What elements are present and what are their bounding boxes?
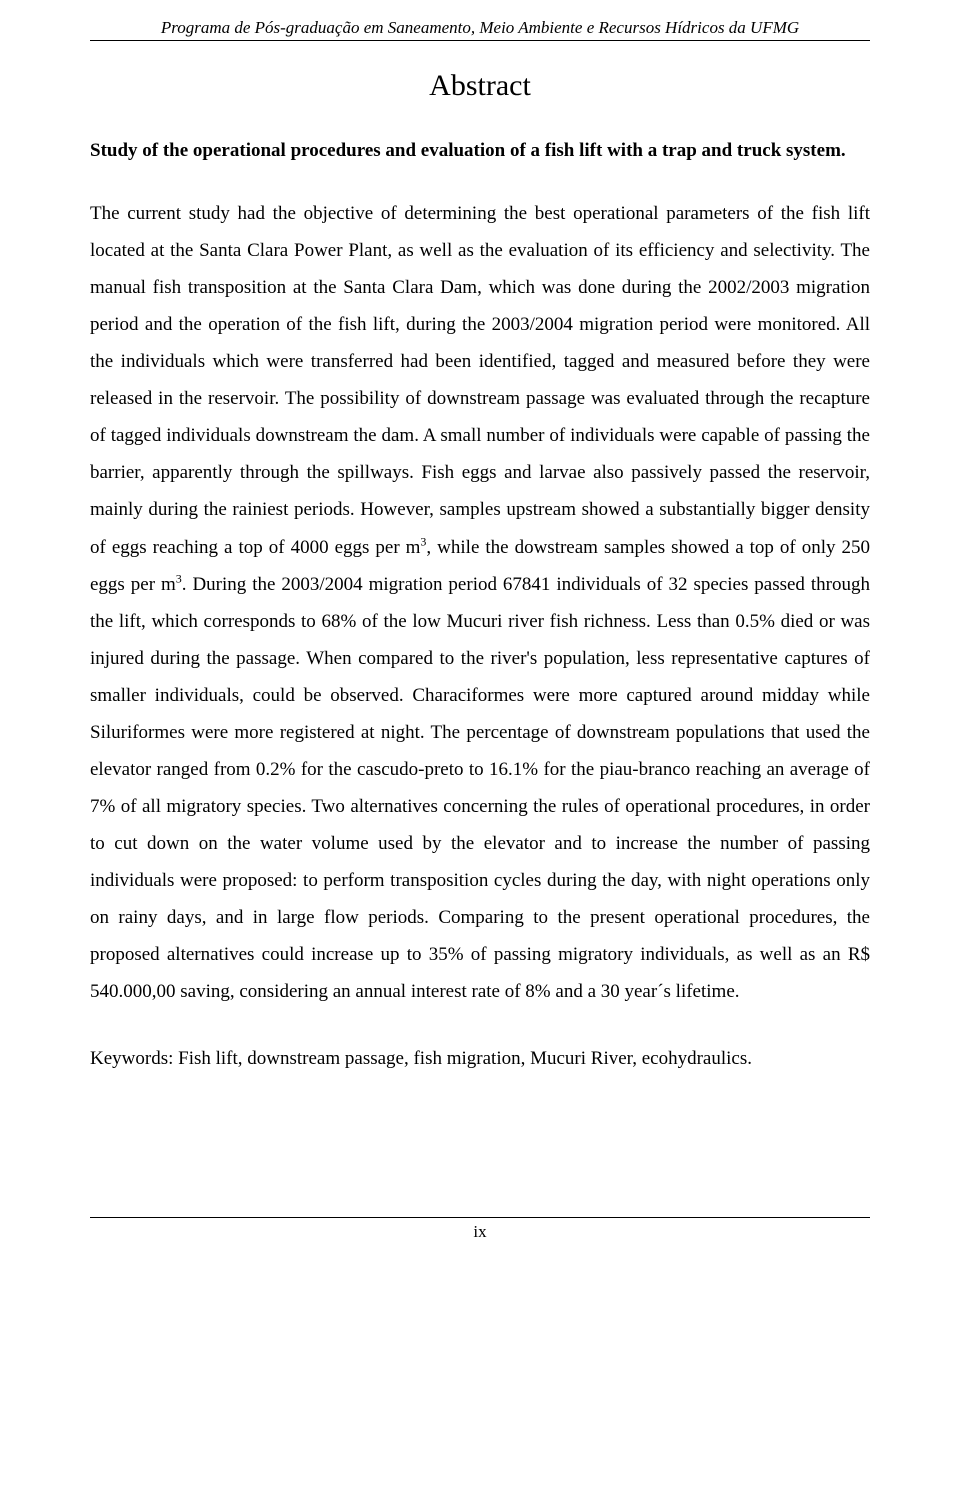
keywords-line: Keywords: Fish lift, downstream passage,…	[90, 1040, 870, 1077]
abstract-subtitle: Study of the operational procedures and …	[90, 133, 870, 169]
page-title: Abstract	[90, 69, 870, 103]
body-part-1: The current study had the objective of d…	[90, 203, 870, 557]
page-footer: ix	[90, 1217, 870, 1242]
header-program-line: Programa de Pós-graduação em Saneamento,…	[90, 18, 870, 41]
page-number: ix	[90, 1222, 870, 1242]
footer-rule	[90, 1217, 870, 1218]
abstract-body: The current study had the objective of d…	[90, 195, 870, 1010]
body-part-3: . During the 2003/2004 migration period …	[90, 574, 870, 1003]
